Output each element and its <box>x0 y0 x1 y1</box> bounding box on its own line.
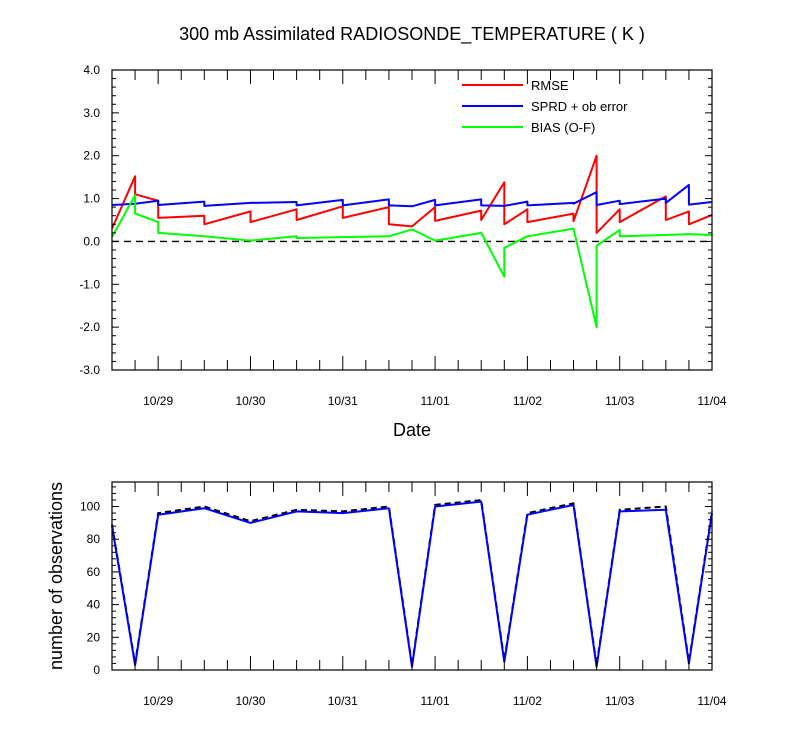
chart-title: 300 mb Assimilated RADIOSONDE_TEMPERATUR… <box>179 24 645 45</box>
y-tick-label: 20 <box>87 630 101 644</box>
legend-label: BIAS (O-F) <box>531 120 595 135</box>
top-panel: 300 mb Assimilated RADIOSONDE_TEMPERATUR… <box>79 24 727 440</box>
y-tick-label: -3.0 <box>79 363 100 377</box>
x-tick-label: 10/31 <box>328 394 358 408</box>
x-tick-label: 11/03 <box>605 694 634 708</box>
x-tick-label: 10/29 <box>143 694 173 708</box>
top-ticks <box>111 69 713 371</box>
top-y-tick-labels: -3.0 -2.0 -1.0 0.0 1.0 2.0 3.0 4.0 <box>79 63 100 377</box>
bottom-y-tick-labels: 0 20 40 60 80 100 <box>80 500 100 677</box>
y-tick-label: 1.0 <box>83 192 100 206</box>
y-tick-label: -1.0 <box>79 277 100 291</box>
x-tick-label: 11/02 <box>513 694 542 708</box>
y-axis-label: number of observations <box>46 482 66 670</box>
y-tick-label: 60 <box>87 565 101 579</box>
y-tick-label: 40 <box>87 598 101 612</box>
x-tick-label: 11/04 <box>697 694 726 708</box>
bottom-plot-frame <box>111 481 713 671</box>
y-tick-label: 4.0 <box>83 63 100 77</box>
y-tick-label: 0.0 <box>83 234 100 248</box>
x-tick-label: 10/30 <box>235 694 265 708</box>
y-tick-label: 80 <box>87 532 101 546</box>
legend-label: SPRD + ob error <box>531 99 628 114</box>
y-tick-label: 100 <box>80 500 100 514</box>
y-tick-label: 0 <box>93 663 100 677</box>
bottom-panel: 0 20 40 60 80 100 10/29 10/30 10/31 11/01 11/02 11… <box>46 481 727 708</box>
series-line-sprd-ob-error <box>111 183 713 208</box>
series-line-possible <box>111 499 713 667</box>
x-tick-label: 11/04 <box>697 394 726 408</box>
x-tick-label: 10/29 <box>143 394 173 408</box>
x-tick-label: 11/01 <box>421 694 450 708</box>
bottom-series-layer <box>111 499 713 668</box>
x-tick-label: 11/01 <box>421 394 450 408</box>
bottom-x-tick-labels: 10/29 10/30 10/31 11/01 11/02 11/03 11/04 <box>143 694 727 708</box>
legend: RMSE SPRD + ob error BIAS (O-F) <box>462 78 628 135</box>
series-line-bias-o-f <box>111 194 713 329</box>
series-line-rmse <box>111 154 713 234</box>
top-series-layer <box>111 154 713 329</box>
y-tick-label: 3.0 <box>83 106 100 120</box>
x-axis-label: Date <box>393 420 431 440</box>
top-x-tick-labels: 10/29 10/30 10/31 11/01 11/02 11/03 11/04 <box>143 394 727 408</box>
x-tick-label: 11/02 <box>513 394 542 408</box>
bottom-ticks <box>111 482 713 671</box>
y-tick-label: 2.0 <box>83 149 100 163</box>
x-tick-label: 10/30 <box>235 394 265 408</box>
legend-label: RMSE <box>531 78 569 93</box>
y-tick-label: -2.0 <box>79 320 100 334</box>
x-tick-label: 10/31 <box>328 694 358 708</box>
x-tick-label: 11/03 <box>605 394 634 408</box>
series-line-used <box>111 500 713 668</box>
